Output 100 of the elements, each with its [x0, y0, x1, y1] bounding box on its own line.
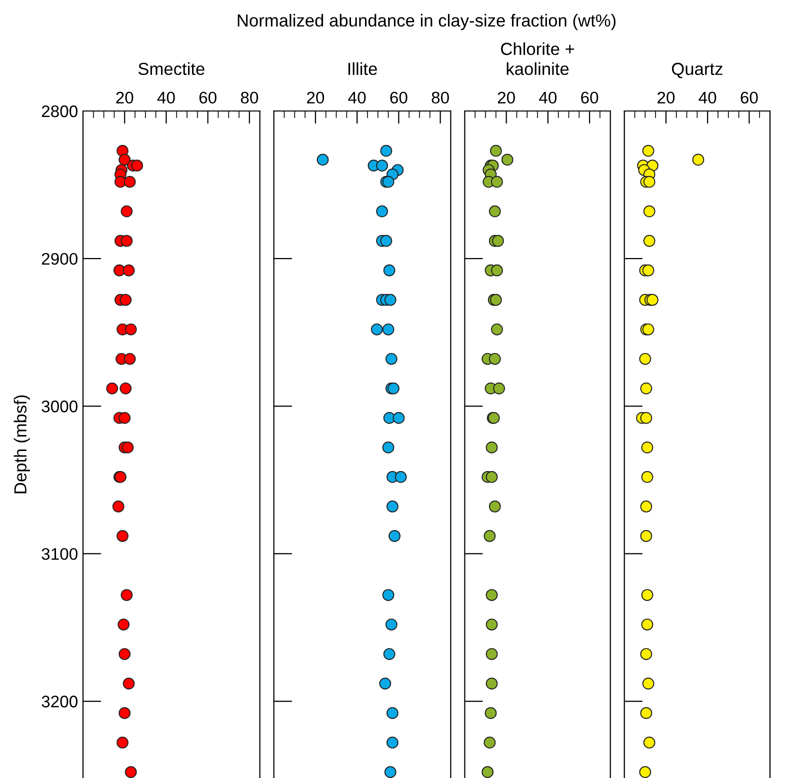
point	[383, 648, 396, 660]
point	[641, 442, 654, 454]
point	[384, 766, 396, 778]
point	[643, 234, 656, 247]
point	[382, 442, 394, 454]
point	[122, 678, 135, 690]
x-tick-label: 60	[740, 92, 758, 104]
x-tick-label: 60	[581, 92, 598, 104]
text: Normalized abundance in clay-size fraction (wt%)	[238, 14, 616, 30]
x-tick-label: 40	[539, 92, 557, 104]
point	[118, 412, 131, 424]
x-tick-label: 20	[307, 92, 324, 104]
point	[386, 500, 398, 512]
point	[131, 160, 144, 172]
point	[122, 442, 134, 454]
point	[484, 707, 497, 720]
point	[643, 205, 656, 218]
point	[394, 471, 407, 483]
point	[370, 323, 383, 336]
y-tick-label: 2800	[42, 105, 78, 118]
point	[384, 294, 396, 306]
x-tick-label: 20	[116, 92, 134, 104]
point	[486, 589, 498, 601]
chart-title: Illite	[348, 62, 377, 76]
point	[640, 412, 652, 424]
point	[120, 205, 133, 218]
point	[386, 707, 398, 720]
point	[640, 707, 652, 720]
point	[122, 264, 135, 276]
point	[491, 264, 503, 276]
point	[118, 707, 131, 720]
point	[484, 736, 496, 749]
point	[385, 352, 398, 365]
point	[491, 323, 503, 336]
point	[118, 618, 130, 630]
point	[484, 530, 496, 542]
point	[120, 294, 132, 306]
x-tick-label: 80	[432, 92, 449, 104]
point	[639, 766, 652, 778]
point	[640, 500, 652, 512]
y-tick-label: 2900	[42, 252, 78, 265]
chart-title: Smectite	[138, 62, 204, 76]
point	[639, 352, 652, 365]
point	[486, 471, 498, 483]
point	[486, 442, 498, 454]
point	[643, 176, 656, 188]
point	[376, 160, 388, 172]
x-tick-label: 60	[390, 92, 408, 104]
point	[501, 154, 514, 166]
point	[120, 382, 132, 394]
point	[112, 500, 124, 512]
point	[379, 678, 392, 690]
point	[124, 352, 136, 365]
point	[106, 382, 118, 394]
point	[116, 530, 128, 542]
point	[488, 352, 501, 365]
point	[643, 736, 656, 749]
point	[641, 589, 654, 601]
point	[486, 678, 498, 690]
point	[640, 382, 652, 394]
point	[124, 176, 136, 188]
point	[642, 264, 654, 276]
point	[493, 382, 505, 394]
point	[380, 234, 392, 247]
y-tick-label: 3100	[42, 548, 78, 560]
x-tick-label: 40	[348, 92, 366, 104]
x-tick-label: 40	[157, 92, 175, 104]
point	[116, 736, 128, 749]
y-tick-label: 3200	[42, 696, 78, 708]
y-tick-label: 3000	[42, 400, 78, 412]
point	[383, 264, 396, 276]
point	[486, 618, 498, 630]
point	[376, 205, 388, 218]
point	[118, 154, 131, 166]
point	[124, 323, 137, 336]
point	[488, 205, 501, 218]
point	[388, 530, 400, 542]
point	[385, 618, 398, 630]
point	[641, 471, 654, 483]
point	[382, 323, 394, 336]
point	[388, 382, 400, 394]
point	[392, 412, 405, 424]
point	[380, 144, 392, 157]
point	[492, 234, 504, 247]
point	[382, 589, 394, 601]
x-tick-label: 80	[240, 92, 258, 104]
point	[491, 176, 503, 188]
point	[640, 530, 652, 542]
point	[386, 736, 398, 749]
x-tick-label: 20	[658, 92, 675, 104]
point	[120, 589, 133, 601]
point	[642, 678, 654, 690]
point	[486, 648, 498, 660]
point	[640, 648, 652, 660]
point	[482, 766, 494, 778]
point	[316, 154, 329, 166]
point	[692, 154, 704, 166]
x-tick-label: 20	[498, 92, 515, 104]
chart-title: Chlorite + kaolinite	[501, 42, 574, 76]
point	[488, 500, 501, 512]
